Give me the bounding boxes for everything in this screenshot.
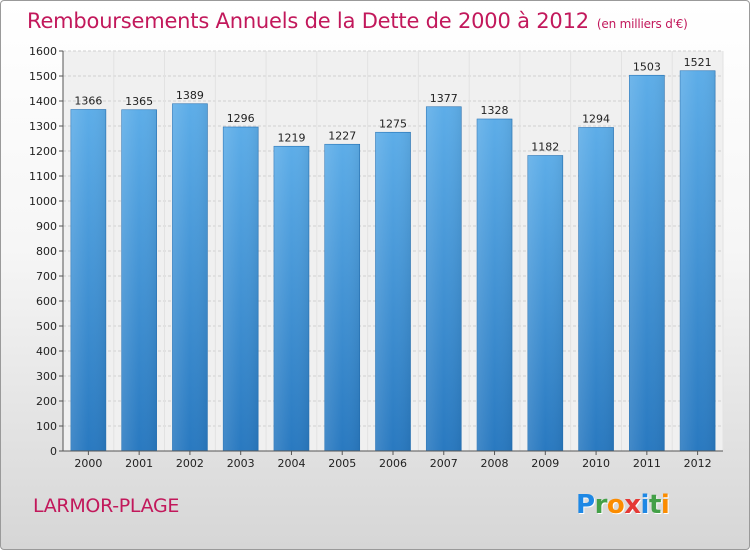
data-label: 1365 — [125, 95, 153, 108]
y-tick-label: 1500 — [29, 70, 57, 83]
x-tick-label: 2005 — [328, 457, 356, 470]
y-tick-label: 200 — [36, 395, 57, 408]
y-tick-label: 1100 — [29, 170, 57, 183]
x-tick-label: 2008 — [481, 457, 509, 470]
data-label: 1503 — [633, 60, 661, 73]
data-label: 1521 — [684, 56, 712, 69]
y-tick-label: 800 — [36, 245, 57, 258]
data-label: 1275 — [379, 117, 407, 130]
commune-name: LARMOR-PLAGE — [33, 495, 180, 517]
bar-shine — [578, 127, 614, 451]
y-tick-label: 700 — [36, 270, 57, 283]
bar-chart: 1366 1365 1389 1296 1219 1227 1275 1377 1328 1182… — [29, 45, 724, 470]
bar-shine — [426, 106, 462, 451]
data-label: 1182 — [531, 141, 559, 154]
y-tick-label: 0 — [50, 445, 57, 458]
bar-shine — [273, 146, 309, 451]
y-tick-label: 1000 — [29, 195, 57, 208]
bar-shine — [324, 144, 360, 451]
data-label: 1294 — [582, 113, 610, 126]
bar-shine — [172, 103, 208, 451]
y-tick-label: 1200 — [29, 145, 57, 158]
chart-unit: (en milliers d'€) — [596, 17, 688, 31]
x-tick-label: 2003 — [227, 457, 255, 470]
bar-shine — [121, 109, 157, 451]
data-label: 1377 — [430, 92, 458, 105]
bar-shine — [477, 119, 513, 451]
data-label: 1219 — [277, 131, 305, 144]
y-tick-label: 100 — [36, 420, 57, 433]
y-tick-label: 1400 — [29, 95, 57, 108]
x-tick-label: 2001 — [125, 457, 153, 470]
x-tick-label: 2004 — [277, 457, 305, 470]
bar-shine — [680, 70, 716, 451]
x-tick-label: 2007 — [430, 457, 458, 470]
x-tick-label: 2000 — [74, 457, 102, 470]
y-tick-label: 600 — [36, 295, 57, 308]
data-label: 1227 — [328, 129, 356, 142]
x-tick-label: 2012 — [684, 457, 712, 470]
y-tick-label: 500 — [36, 320, 57, 333]
data-label: 1366 — [74, 95, 102, 108]
y-tick-label: 1600 — [29, 45, 57, 58]
x-tick-label: 2011 — [633, 457, 661, 470]
chart-title: Remboursements Annuels de la Dette de 20… — [27, 9, 688, 33]
x-tick-label: 2010 — [582, 457, 610, 470]
y-tick-label: 900 — [36, 220, 57, 233]
bar-shine — [527, 155, 563, 451]
proxiti-logo: Proxiti — [576, 490, 670, 520]
bar-shine — [629, 75, 665, 451]
y-tick-label: 1300 — [29, 120, 57, 133]
y-tick-label: 400 — [36, 345, 57, 358]
data-label: 1296 — [227, 112, 255, 125]
data-label: 1389 — [176, 89, 204, 102]
x-tick-label: 2006 — [379, 457, 407, 470]
bar-shine — [70, 109, 106, 451]
y-tick-label: 300 — [36, 370, 57, 383]
data-label: 1328 — [481, 104, 509, 117]
bar-shine — [223, 127, 259, 451]
x-tick-label: 2002 — [176, 457, 204, 470]
x-tick-label: 2009 — [531, 457, 559, 470]
bar-shine — [375, 132, 411, 451]
